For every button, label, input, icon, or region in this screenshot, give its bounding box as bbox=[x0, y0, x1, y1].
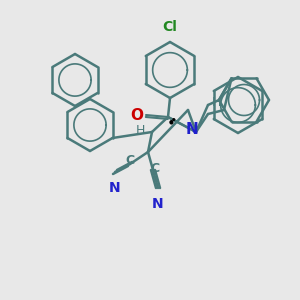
Text: ●: ● bbox=[169, 119, 173, 124]
Text: Cl: Cl bbox=[163, 20, 177, 34]
Text: ●: ● bbox=[172, 118, 176, 122]
Text: H: H bbox=[211, 97, 221, 110]
Text: N: N bbox=[152, 197, 164, 211]
Text: H: H bbox=[135, 124, 145, 136]
Text: C: C bbox=[150, 161, 160, 175]
Text: N: N bbox=[109, 181, 121, 195]
Text: O: O bbox=[130, 107, 143, 122]
Text: N: N bbox=[186, 122, 198, 137]
Text: C: C bbox=[125, 154, 135, 167]
